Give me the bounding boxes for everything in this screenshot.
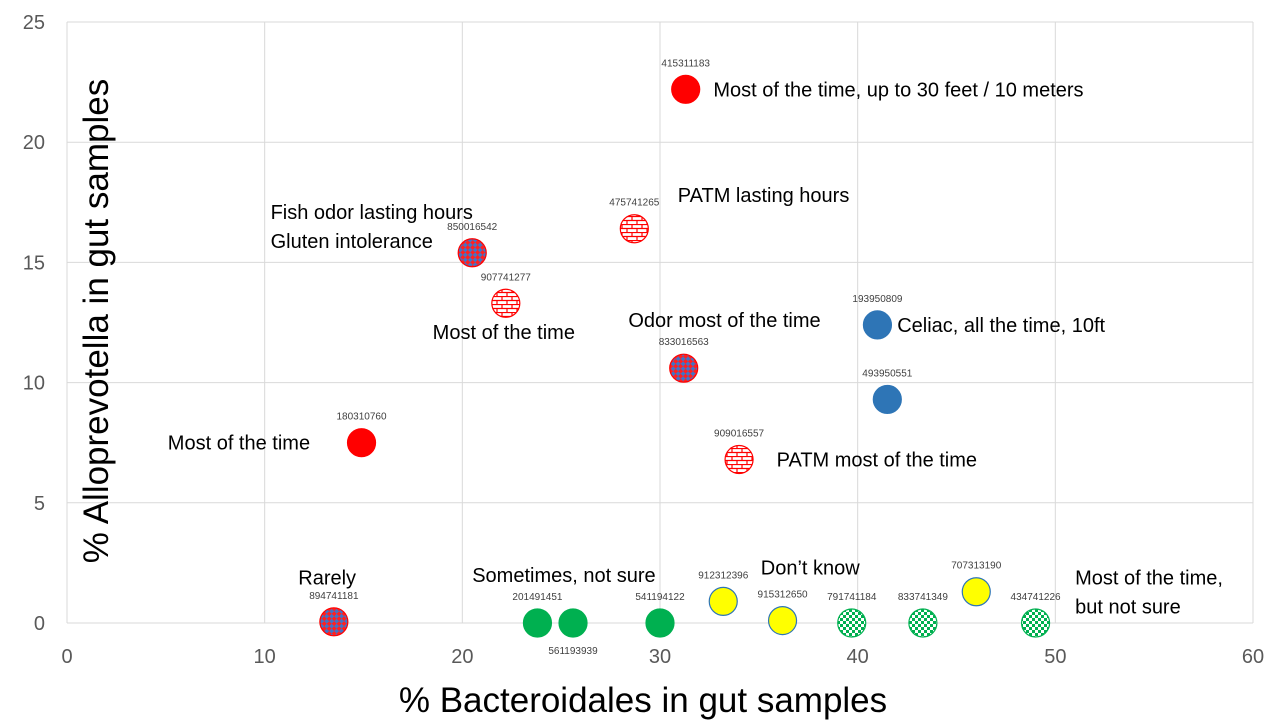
point-id-label: 180310760 — [336, 412, 386, 423]
annotation-line: Gluten intolerance — [271, 231, 433, 253]
data-point — [522, 608, 553, 638]
data-point — [645, 608, 675, 638]
data-point — [872, 384, 902, 415]
point-id-label: 434741226 — [1011, 592, 1061, 603]
y-tick-label: 10 — [23, 373, 45, 395]
point-id-label: 907741277 — [481, 272, 531, 283]
point-id-label: 193950809 — [852, 294, 902, 305]
annotation-line: Fish odor lasting hours — [271, 202, 473, 224]
annotation-line: Most of the time, — [1075, 567, 1223, 589]
data-point — [1020, 608, 1051, 638]
data-point — [708, 586, 738, 616]
y-axis-title: % Alloprevotella in gut samples — [77, 79, 116, 563]
x-tick-label: 10 — [254, 646, 276, 668]
annotation-line: Most of the time — [168, 433, 310, 455]
annotation-label: PATM lasting hours — [678, 185, 850, 207]
y-tick-label: 20 — [23, 132, 45, 154]
point-id-label: 475741265 — [609, 198, 659, 209]
data-point — [558, 608, 588, 638]
y-tick-label: 25 — [23, 12, 45, 34]
point-id-label: 850016542 — [447, 222, 497, 233]
annotation-line: PATM most of the time — [777, 450, 977, 472]
annotation-label: Most of the time, up to 30 feet / 10 met… — [713, 79, 1083, 101]
annotation-label: Fish odor lasting hours Gluten intoleranc… — [271, 202, 473, 253]
point-id-label: 561193939 — [548, 646, 598, 657]
point-id-label: 894741181 — [309, 591, 359, 602]
y-tick-label: 5 — [34, 493, 45, 515]
data-point — [346, 428, 377, 458]
point-id-label: 541194122 — [635, 592, 685, 603]
x-axis-ticks: 0 10 20 30 40 50 60 — [61, 646, 1264, 668]
annotations: Most of the time, up to 30 feet / 10 met… — [168, 79, 1223, 618]
point-id-label: 201491451 — [512, 592, 562, 603]
annotation-line: but not sure — [1075, 596, 1181, 618]
annotation-label: Sometimes, not sure — [472, 565, 655, 587]
x-tick-label: 30 — [649, 646, 671, 668]
annotation-line: Rarely — [298, 567, 356, 589]
x-tick-label: 40 — [847, 646, 869, 668]
y-axis-ticks: 0 5 10 15 20 25 — [23, 12, 45, 635]
data-point — [457, 238, 487, 268]
point-id-labels: 415311183 475741265 850016542 907741277 1939… — [309, 58, 1061, 657]
data-point — [619, 214, 649, 244]
point-id-label: 493950551 — [862, 368, 912, 379]
annotation-line: Odor most of the time — [628, 310, 820, 332]
annotation-label: PATM most of the time — [777, 450, 977, 472]
annotation-label: Don’t know — [761, 558, 860, 580]
annotation-label: Odor most of the time — [628, 310, 820, 332]
x-axis-title: % Bacteroidales in gut samples — [399, 681, 887, 720]
annotation-label: Celiac, all the time, 10ft — [897, 315, 1105, 337]
annotation-line: PATM lasting hours — [678, 185, 850, 207]
annotation-line: Most of the time — [433, 322, 575, 344]
data-point — [671, 74, 701, 104]
data-point — [491, 288, 521, 318]
point-id-label: 791741184 — [827, 592, 877, 603]
data-point — [767, 605, 798, 636]
annotation-line: Don’t know — [761, 558, 860, 580]
x-tick-label: 20 — [451, 646, 473, 668]
annotation-line: Sometimes, not sure — [472, 565, 655, 587]
data-point — [961, 577, 991, 607]
x-tick-label: 0 — [61, 646, 72, 668]
annotation-label: Most of the time — [168, 433, 310, 455]
point-id-label: 915312650 — [758, 590, 808, 601]
point-id-label: 833741349 — [898, 592, 948, 603]
point-id-label: 909016557 — [714, 429, 764, 440]
annotation-line: Most of the time, up to 30 feet / 10 met… — [713, 79, 1083, 101]
point-id-label: 912312396 — [698, 570, 748, 581]
point-id-label: 707313190 — [951, 561, 1001, 572]
data-point — [908, 608, 938, 638]
annotation-label: Rarely — [298, 567, 356, 589]
x-tick-label: 50 — [1044, 646, 1066, 668]
data-point — [837, 608, 867, 638]
data-points — [319, 74, 1051, 638]
annotation-label: Most of the time — [433, 322, 575, 344]
data-point — [724, 444, 754, 475]
data-point — [862, 310, 893, 340]
data-point — [319, 607, 349, 637]
grid-lines — [66, 21, 1254, 624]
y-tick-label: 0 — [34, 613, 45, 635]
annotation-label: Most of the time, but not sure — [1075, 567, 1223, 618]
data-point — [669, 353, 699, 383]
x-tick-label: 60 — [1242, 646, 1264, 668]
annotation-line: Celiac, all the time, 10ft — [897, 315, 1105, 337]
y-tick-label: 15 — [23, 252, 45, 274]
point-id-label: 833016563 — [659, 337, 709, 348]
point-id-label: 415311183 — [661, 58, 710, 69]
